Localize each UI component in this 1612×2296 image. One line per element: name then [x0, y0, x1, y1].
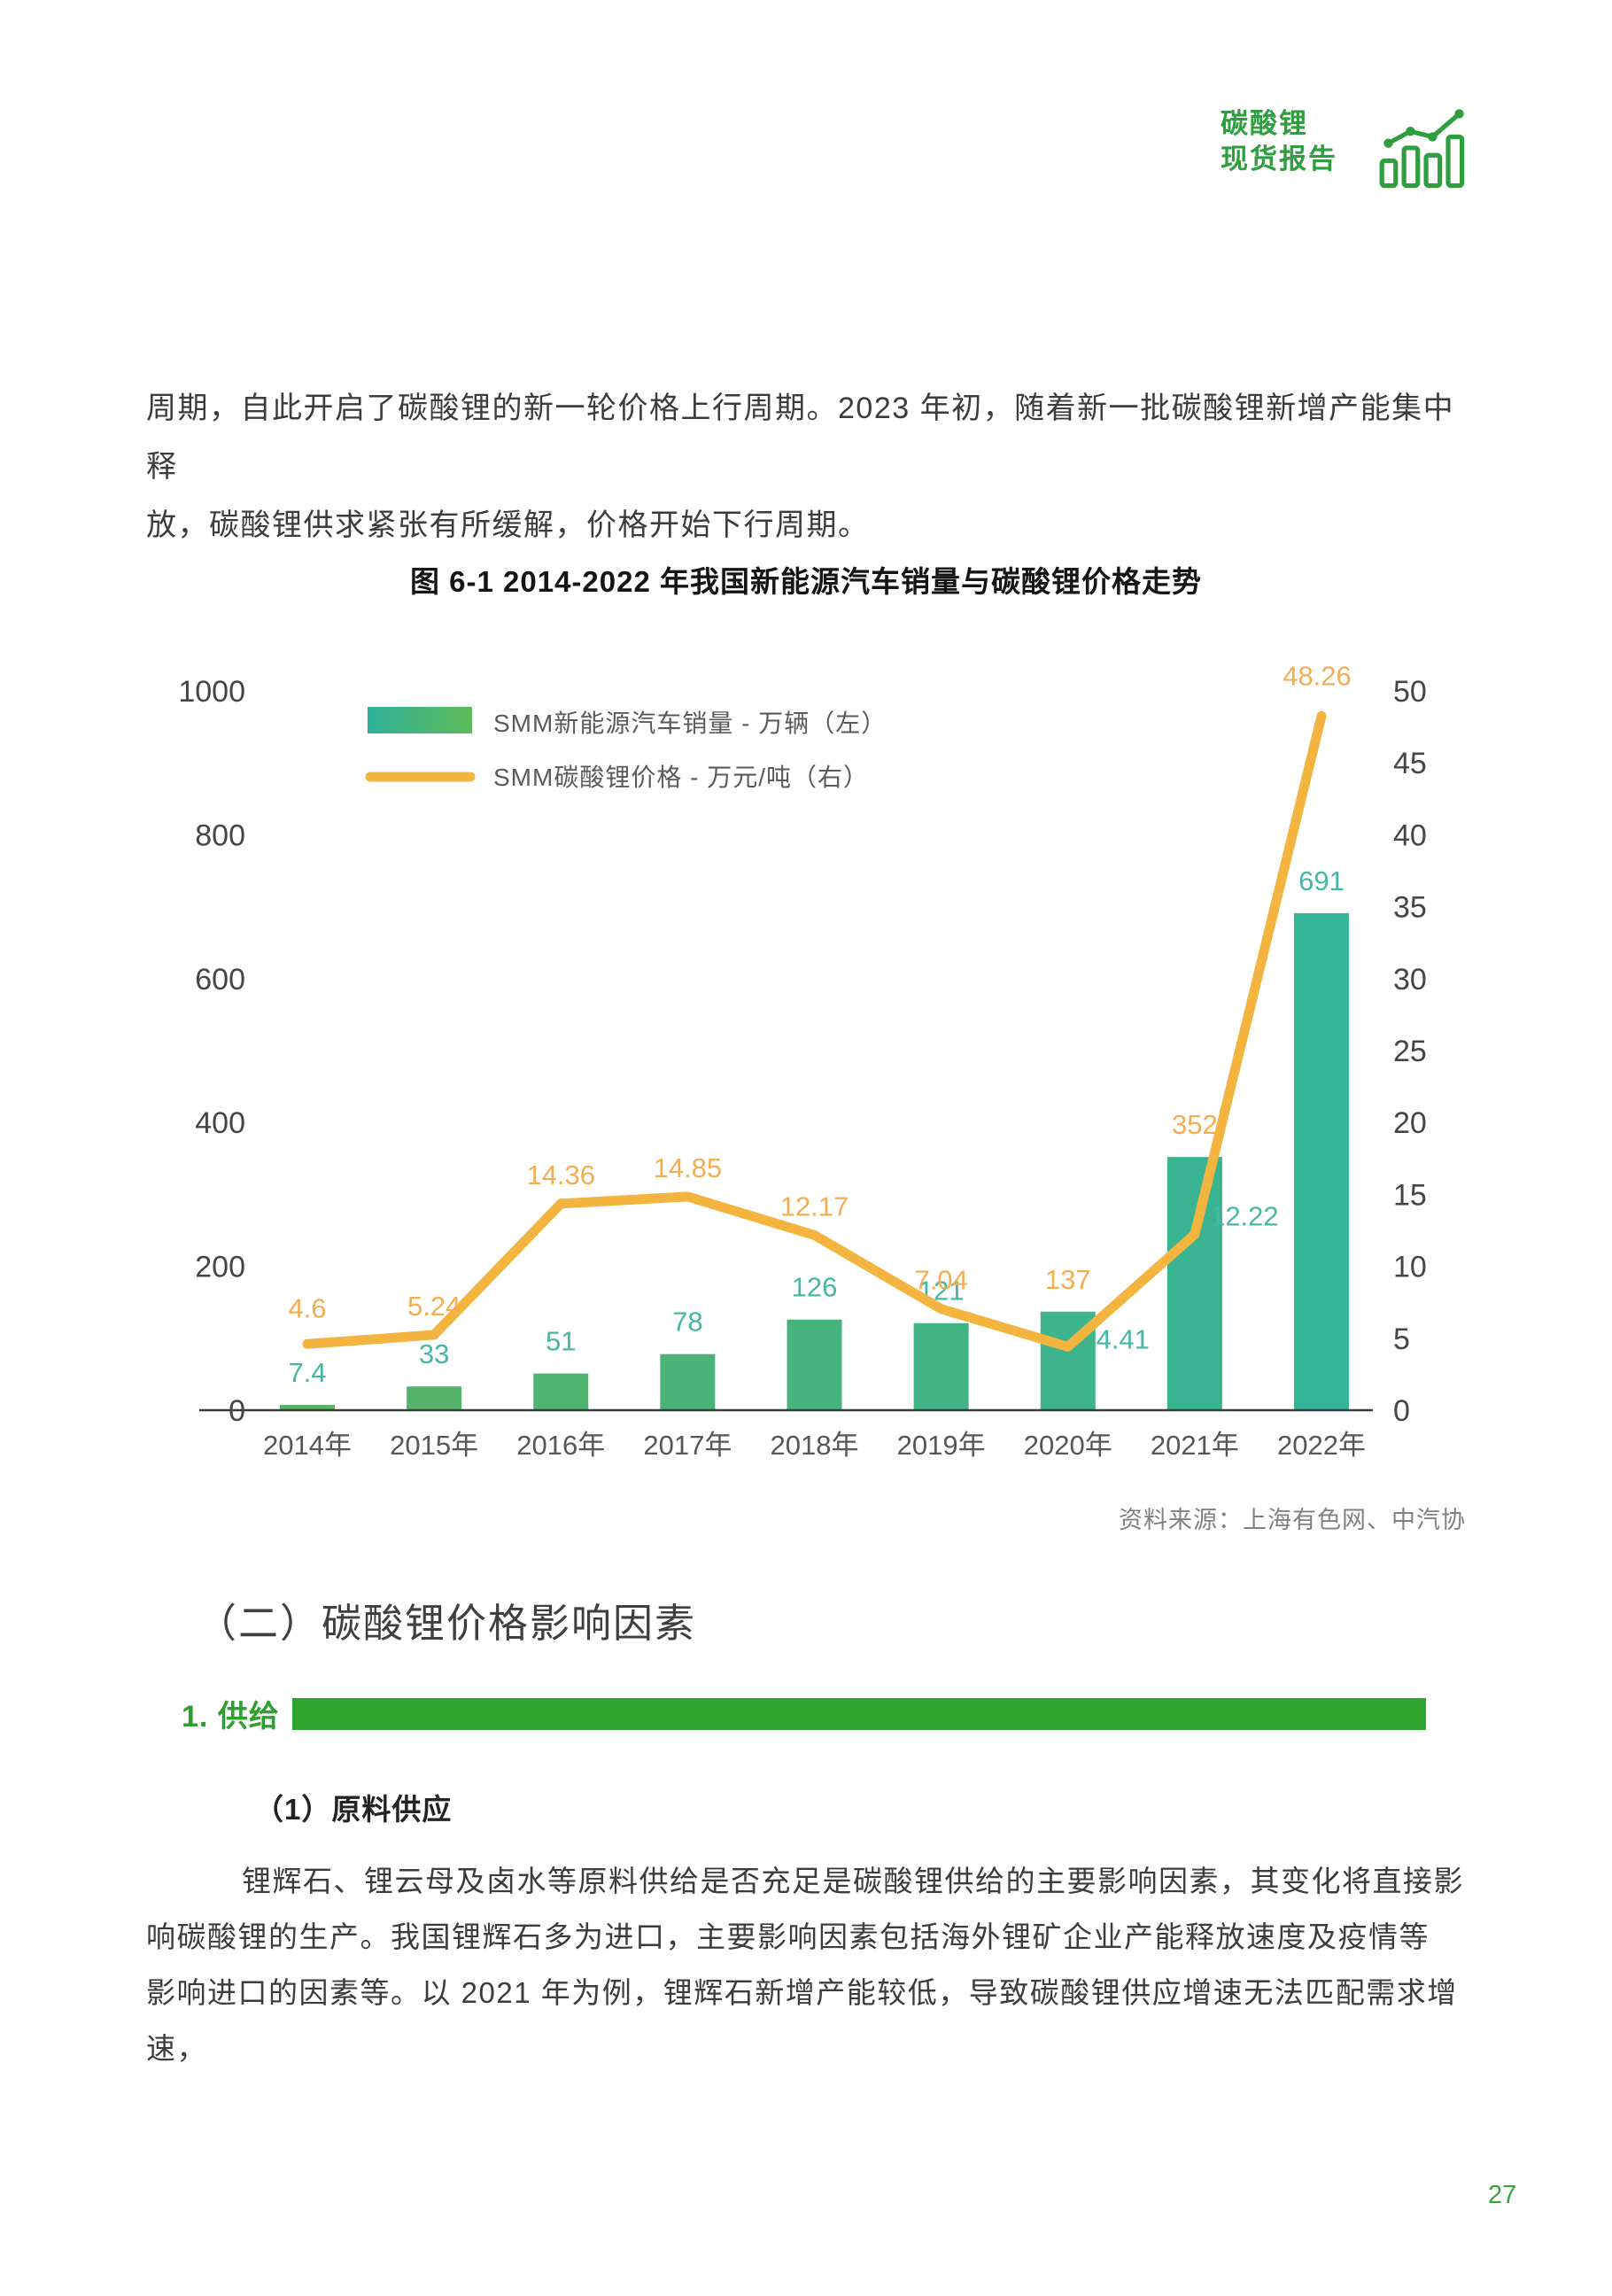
price-line [302, 710, 1327, 1352]
line-value-label: 12.17 [780, 1191, 849, 1222]
bar-value-label: 78 [672, 1307, 702, 1338]
right-axis-tick: 0 [1393, 1394, 1410, 1428]
bar-value-label: 137 [1045, 1264, 1091, 1295]
right-axis-tick: 10 [1393, 1251, 1427, 1284]
logo-line2: 现货报告 [1221, 144, 1337, 175]
right-axis-tick: 40 [1393, 818, 1427, 852]
intro-line-1: 周期，自此开启了碳酸锂的新一轮价格上行周期。2023 年初，随着新一批碳酸锂新增… [146, 392, 1455, 484]
legend-bar-label: SMM新能源汽车销量 - 万辆（左） [493, 710, 887, 737]
supply-subheading-row: 1. 供给 [182, 1692, 1426, 1735]
ev-sales-lithium-price-chart: SMM新能源汽车销量 - 万辆（左） SMM碳酸锂价格 - 万元/吨（右） 7.4 2… [178, 660, 1427, 1461]
x-axis-year-label: 2014年 [263, 1430, 352, 1461]
left-axis-tick: 1000 [178, 675, 245, 709]
line-value-label: 5.24 [407, 1291, 461, 1322]
right-axis-tick: 20 [1393, 1106, 1427, 1140]
bar-value-label: 691 [1298, 865, 1345, 896]
bar-value-label: 7.4 [288, 1357, 326, 1388]
raw-material-subheading: （1）原料供应 [254, 1793, 453, 1826]
logo-line1: 碳酸锂 [1221, 108, 1308, 139]
x-axis-year-label: 2020年 [1024, 1430, 1112, 1461]
bar-value-label: 126 [792, 1272, 838, 1303]
body-line-2: 响碳酸锂的生产。我国锂辉石多为进口，主要影响因素包括海外锂矿企业产能释放速度及疫… [146, 1920, 1430, 1953]
chart-source: 资料来源：上海有色网、中汽协 [1119, 1507, 1466, 1533]
line-value-label: 7.04 [914, 1265, 967, 1296]
left-axis-tick: 400 [195, 1106, 245, 1140]
line-value-label: 4.41 [1097, 1323, 1150, 1354]
page-number: 27 [1488, 2181, 1517, 2209]
x-axis-year-label: 2017年 [643, 1430, 732, 1461]
bar-value-label: 352 [1172, 1109, 1218, 1140]
bar [407, 1386, 462, 1410]
x-axis-year-label: 2021年 [1151, 1430, 1239, 1461]
right-axis-tick: 25 [1393, 1035, 1427, 1068]
left-axis-tick: 800 [195, 818, 245, 852]
right-axis-tick: 30 [1393, 963, 1427, 997]
x-axis-year-label: 2015年 [390, 1430, 478, 1461]
report-logo-text: 碳酸锂 现货报告 [1221, 106, 1337, 177]
bar [913, 1323, 969, 1410]
bar [1294, 912, 1349, 1410]
intro-paragraph: 周期，自此开启了碳酸锂的新一轮价格上行周期。2023 年初，随着新一批碳酸锂新增… [146, 379, 1475, 555]
bar-chart-logo-icon [1379, 109, 1465, 189]
x-axis-year-label: 2019年 [897, 1430, 986, 1461]
line-value-label: 14.85 [654, 1152, 723, 1183]
bar [1166, 1157, 1222, 1410]
bar [660, 1354, 716, 1410]
bar [280, 1404, 335, 1410]
section-heading: （二）碳酸锂价格影响因素 [197, 1601, 697, 1646]
bar-value-label: 33 [419, 1338, 449, 1369]
line-value-label: 12.22 [1210, 1201, 1279, 1232]
green-divider-bar [291, 1697, 1426, 1730]
legend-bar-swatch [368, 707, 472, 733]
line-value-label: 4.6 [288, 1292, 326, 1323]
x-axis-year-label: 2016年 [516, 1430, 605, 1461]
left-axis-tick: 0 [229, 1394, 245, 1428]
x-axis-year-label: 2018年 [771, 1430, 859, 1461]
supply-subheading: 1. 供给 [182, 1700, 280, 1734]
body-line-3: 影响进口的因素等。以 2021 年为例，锂辉石新增产能较低，导致碳酸锂供应增速无… [146, 1976, 1458, 2065]
bar-value-label: 51 [546, 1326, 576, 1357]
left-axis-tick: 200 [195, 1251, 245, 1284]
bar [533, 1373, 589, 1410]
body-line-1: 锂辉石、锂云母及卤水等原料供给是否充足是碳酸锂供给的主要影响因素，其变化将直接影 [242, 1865, 1464, 1897]
left-axis-tick: 600 [195, 963, 245, 997]
right-axis-tick: 15 [1393, 1178, 1427, 1212]
right-axis-tick: 35 [1393, 891, 1427, 925]
legend-line-label: SMM碳酸锂价格 - 万元/吨（右） [493, 764, 869, 791]
right-axis-tick: 5 [1393, 1323, 1410, 1356]
body-paragraph: 锂辉石、锂云母及卤水等原料供给是否充足是碳酸锂供给的主要影响因素，其变化将直接影… [146, 1853, 1492, 2076]
right-axis-tick: 50 [1393, 675, 1427, 709]
line-value-label: 48.26 [1283, 660, 1352, 691]
bar [787, 1319, 842, 1410]
right-axis-tick: 45 [1393, 747, 1427, 780]
intro-line-2: 放，碳酸锂供求紧张有所缓解，价格开始下行周期。 [146, 508, 870, 542]
line-value-label: 14.36 [526, 1160, 595, 1191]
x-axis-year-label: 2022年 [1277, 1430, 1366, 1461]
chart-title: 图 6-1 2014-2022 年我国新能源汽车销量与碳酸锂价格走势 [409, 565, 1202, 598]
